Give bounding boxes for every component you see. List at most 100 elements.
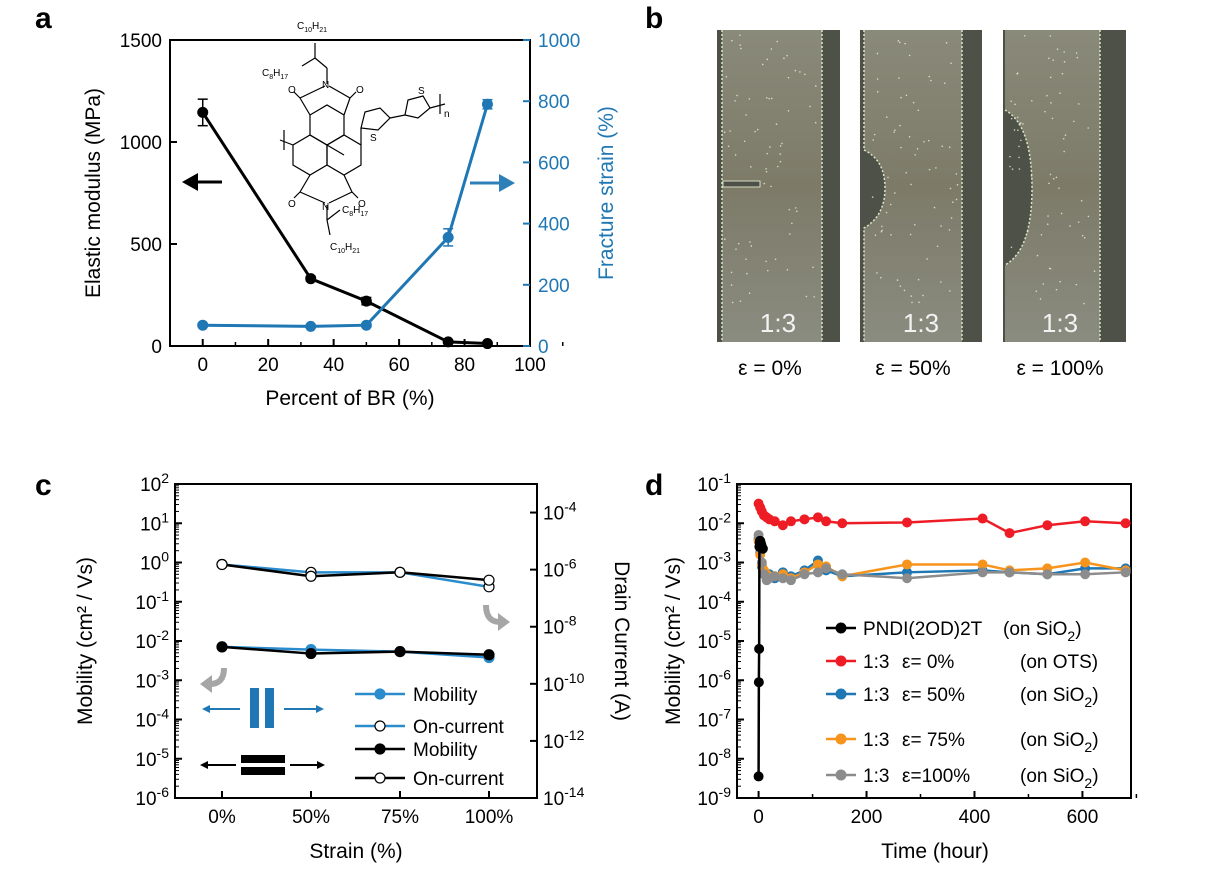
speckle xyxy=(809,105,811,108)
data-point xyxy=(360,319,372,331)
x-tick-label: 0% xyxy=(208,807,236,828)
data-point xyxy=(837,518,848,529)
speckle xyxy=(1010,246,1013,249)
legend-strain: ε= 75% xyxy=(902,730,965,751)
micrograph-1: 1:3 xyxy=(860,30,982,342)
chem-c8h17-top: C8H17 xyxy=(262,68,288,81)
speckle xyxy=(787,76,790,79)
speckle xyxy=(805,295,808,298)
data-point xyxy=(777,520,788,531)
y-tick-label: 1500 xyxy=(120,31,162,52)
speckle xyxy=(912,101,915,104)
speckle xyxy=(814,121,817,124)
speckle xyxy=(761,63,764,66)
speckle xyxy=(1009,165,1011,168)
speckle xyxy=(1036,254,1039,257)
legend-marker xyxy=(374,772,386,784)
speckle xyxy=(1042,283,1045,285)
speckle xyxy=(1018,168,1021,170)
speckle xyxy=(955,198,958,201)
data-point xyxy=(902,559,913,570)
speckle xyxy=(887,176,889,179)
legend-substrate: (on SiO2) xyxy=(1020,730,1099,755)
speckle xyxy=(779,153,782,155)
chem-n2: N xyxy=(322,202,329,213)
y-tick-label: 10-4 xyxy=(697,588,731,614)
series-line-0 xyxy=(221,645,490,659)
x-tick-label: 40 xyxy=(323,355,344,376)
speckle xyxy=(1040,233,1043,236)
x-tick-label: 20 xyxy=(258,355,279,376)
speckle xyxy=(872,139,874,141)
speckle xyxy=(955,173,958,175)
gray-arrowhead-right-icon xyxy=(498,613,510,631)
speckle xyxy=(731,301,734,304)
speckle xyxy=(926,258,928,260)
chart-a-xlabel: Percent of BR (%) xyxy=(265,387,434,410)
speckle xyxy=(880,276,882,279)
speckle xyxy=(903,289,906,292)
data-point xyxy=(1080,569,1091,580)
legend-strain: ε=100% xyxy=(902,766,970,787)
speckle xyxy=(740,47,742,50)
speckle xyxy=(775,123,778,126)
y-tick-label: 100 xyxy=(140,549,169,575)
speckle xyxy=(876,91,879,93)
left-axis-arrow xyxy=(182,173,222,191)
speckle xyxy=(893,131,895,133)
data-point xyxy=(799,514,810,525)
speckle xyxy=(804,73,806,76)
speckle xyxy=(945,42,948,44)
speckle xyxy=(933,206,936,209)
speckle xyxy=(739,44,741,46)
speckle xyxy=(796,210,798,213)
speckle xyxy=(756,128,759,131)
chart-a-ylabel: Elastic modulus (MPa) xyxy=(82,88,105,298)
legend-marker xyxy=(835,622,847,634)
legend-label: 1:3 xyxy=(863,652,889,673)
speckle xyxy=(871,196,874,198)
parallel-orientation-icon xyxy=(202,688,324,728)
speckle xyxy=(900,96,902,99)
speckle xyxy=(745,114,747,116)
legend-strain: ε= 0% xyxy=(902,652,954,673)
legend-substrate: (on OTS) xyxy=(1020,652,1098,673)
data-point xyxy=(977,513,988,524)
data-point xyxy=(1120,518,1131,529)
micrograph-label-1: 1:3 xyxy=(903,308,939,338)
data-point xyxy=(394,566,406,578)
chart-c-ylabel: Mobility (cm² / Vs) xyxy=(74,557,97,725)
chart-c-frame xyxy=(174,483,538,799)
speckle xyxy=(748,292,751,295)
y-tick-label: 10-1 xyxy=(697,470,731,496)
speckle xyxy=(898,41,901,44)
data-point xyxy=(394,645,406,658)
y-tick-label: 102 xyxy=(140,470,169,496)
data-point xyxy=(753,771,764,782)
speckle xyxy=(1020,139,1022,142)
data-point xyxy=(757,543,768,554)
legend-strain: ε= 50% xyxy=(902,685,965,706)
speckle xyxy=(1056,48,1059,51)
speckle xyxy=(1031,100,1033,102)
legend-marker xyxy=(835,688,847,700)
speckle xyxy=(1083,302,1085,305)
chart-d: 0 200 400 600 10-1 10-2 10-3 10-4 10-5 10-6 10-7 10… xyxy=(662,470,1138,863)
legend-label: On-current xyxy=(413,769,505,790)
speckle xyxy=(876,78,879,80)
legend-label: 1:3 xyxy=(863,685,889,706)
y-tick-label: 10-3 xyxy=(697,549,731,575)
speckle xyxy=(896,279,899,281)
data-point xyxy=(837,569,848,580)
speckle xyxy=(911,301,913,304)
legend-label: 1:3 xyxy=(863,730,889,751)
speckle xyxy=(941,145,944,148)
chart-c-xlabel: Strain (%) xyxy=(309,840,402,863)
speckle xyxy=(786,268,789,271)
speckle xyxy=(1072,120,1075,123)
data-point xyxy=(481,98,493,110)
speckle xyxy=(923,140,925,143)
speckle xyxy=(1063,51,1065,53)
x-tick-label: 75% xyxy=(381,807,419,828)
speckle xyxy=(949,187,952,190)
